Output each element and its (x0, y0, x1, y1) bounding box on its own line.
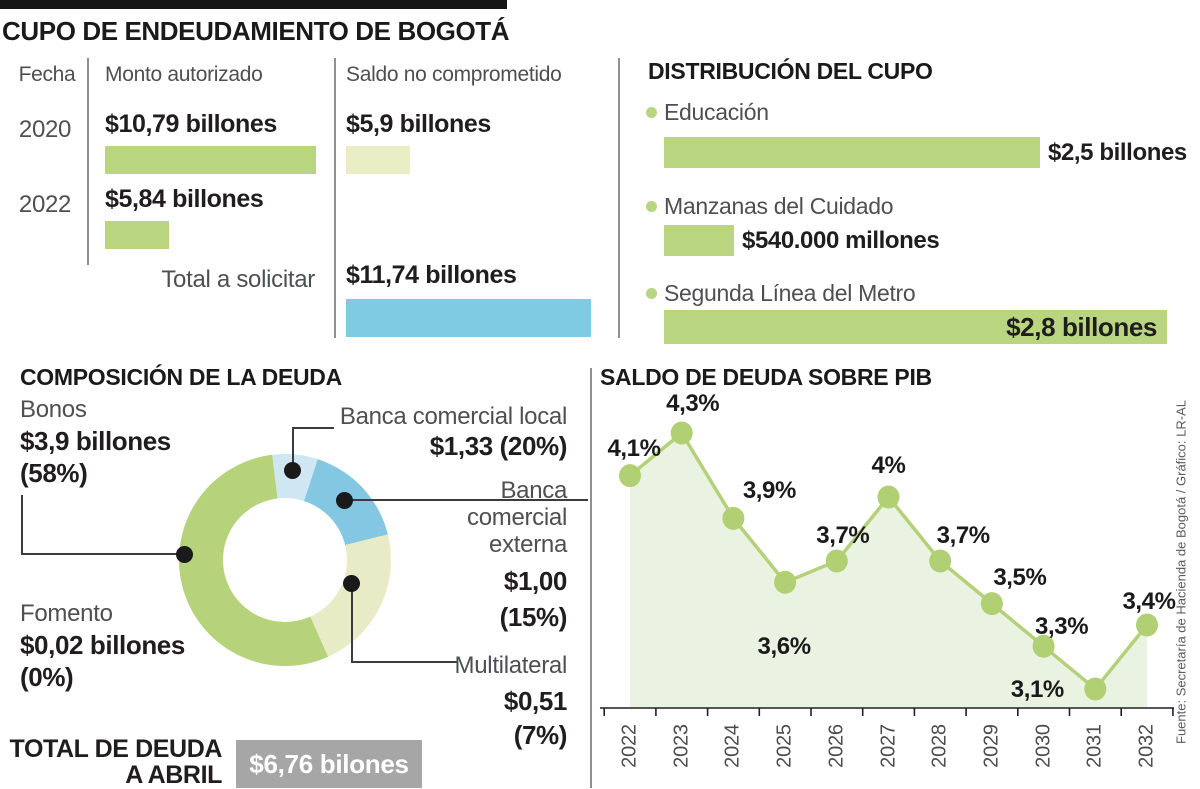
monto-2022-bar (105, 221, 169, 249)
local-callout-dot (284, 462, 301, 479)
total-deuda-value-box: $6,76 bilones (236, 740, 422, 788)
distribucion-item-metro: Segunda Línea del Metro (664, 280, 916, 306)
multilateral-value: $0,51 (503, 686, 567, 716)
distribucion-item-educacion: Educación (664, 99, 769, 125)
distribucion-title: DISTRIBUCIÓN DEL CUPO (648, 58, 933, 84)
externa-value: $1,00 (503, 566, 567, 596)
externa-label-line: comercial (467, 504, 567, 531)
bullet-icon (646, 107, 657, 118)
page-title: CUPO DE ENDEUDAMIENTO DE BOGOTÁ (2, 16, 510, 46)
pib-year-label: 2030 (1032, 724, 1055, 768)
source-credit: Fuente: Secretaría de Hacienda de Bogotá… (1173, 400, 1189, 744)
pib-year-label: 2032 (1135, 724, 1158, 768)
pib-value-label: 4,1% (607, 434, 661, 462)
pib-year-label: 2022 (618, 724, 641, 768)
multilateral-callout-line (351, 661, 457, 663)
local-callout-line (292, 427, 294, 465)
debt-composition-donut-chart (179, 454, 391, 666)
pib-year-label: 2026 (825, 724, 848, 768)
row-year-2022: 2022 (18, 191, 72, 218)
saldo-2020-bar (346, 146, 410, 174)
metro-value: $2,8 billones (1006, 312, 1157, 342)
divider-saldo-distribucion (618, 58, 620, 338)
monto-2020-bar (105, 146, 316, 174)
bullet-icon (646, 288, 657, 299)
monto-2020-value: $10,79 billones (105, 110, 277, 138)
pib-year-label: 2027 (877, 724, 899, 768)
pib-year-label: 2031 (1083, 724, 1106, 768)
bonos-percent: (58%) (20, 458, 88, 488)
local-callout-line (292, 427, 334, 429)
distribucion-item-manzanas: Manzanas del Cuidado (664, 193, 894, 219)
externa-label-line: externa (489, 531, 567, 558)
pib-value-label: 3,9% (742, 477, 797, 505)
total-solicitar-bar (346, 299, 591, 337)
pib-value-label: 3,4% (1122, 587, 1176, 615)
fomento-percent: (0%) (20, 662, 74, 692)
column-header-monto: Monto autorizado (105, 63, 263, 86)
divider-monto-saldo (334, 58, 336, 338)
divider-bottom-sections (590, 368, 592, 788)
externa-callout-line (352, 499, 588, 501)
column-header-fecha: Fecha (18, 63, 76, 86)
multilateral-percent: (7%) (513, 720, 568, 750)
divider-fecha-monto (87, 58, 89, 265)
manzanas-value: $540.000 millones (742, 227, 940, 254)
bonos-callout-dot (176, 546, 193, 563)
column-header-saldo: Saldo no comprometido (346, 63, 562, 86)
educacion-value: $2,5 billones (1048, 139, 1187, 166)
pib-year-label: 2024 (721, 724, 744, 768)
educacion-bar (664, 137, 1040, 168)
pib-year-label: 2029 (980, 724, 1003, 768)
composicion-title: COMPOSICIÓN DE LA DEUDA (20, 364, 342, 390)
row-year-2020: 2020 (18, 116, 72, 143)
monto-2022-value: $5,84 billones (105, 185, 264, 213)
pib-title: SALDO DE DEUDA SOBRE PIB (600, 364, 932, 390)
multilateral-callout-dot (343, 575, 360, 592)
metro-bar: $2,8 billones (664, 310, 1167, 344)
pib-value-label: 4% (871, 451, 906, 479)
pib-value-label: 3,5% (993, 563, 1047, 591)
total-solicitar-label: Total a solicitar (161, 266, 315, 293)
pib-year-label: 2025 (773, 724, 796, 768)
pib-value-label: 3,6% (757, 633, 812, 661)
externa-label: Banca comercial externa (420, 477, 567, 558)
bonos-callout-line (21, 553, 185, 555)
total-deuda-label-line: A ABRIL (125, 761, 222, 789)
pib-value-label: 3,7% (936, 521, 991, 549)
externa-label-line: Banca (500, 477, 567, 504)
pib-value-label: 3,7% (816, 521, 870, 549)
multilateral-callout-line (351, 591, 353, 663)
bullet-icon (646, 201, 657, 212)
fomento-label: Fomento (20, 600, 113, 627)
bonos-callout-line (21, 495, 23, 555)
bonos-label: Bonos (20, 396, 87, 423)
manzanas-bar (664, 225, 734, 256)
header-accent-bar (0, 0, 507, 9)
local-label: Banca comercial local (339, 403, 567, 430)
total-deuda-label: TOTAL DE DEUDA A ABRIL (0, 735, 223, 789)
local-value: $1,33 (20%) (429, 431, 568, 461)
pib-value-label: 3,3% (1035, 613, 1089, 641)
total-solicitar-value: $11,74 billones (346, 261, 517, 289)
pib-year-label: 2023 (670, 724, 693, 768)
pib-value-label: 3,1% (1010, 675, 1065, 703)
donut-hole (223, 498, 347, 622)
externa-percent: (15%) (499, 602, 568, 632)
total-deuda-label-line: TOTAL DE DEUDA (9, 735, 223, 763)
saldo-2020-value: $5,9 billones (346, 110, 491, 138)
pib-value-label: 4,3% (666, 390, 720, 417)
bonos-value: $3,9 billones (20, 426, 171, 456)
fomento-value: $0,02 billones (20, 630, 185, 660)
multilateral-label: Multilateral (454, 652, 568, 679)
externa-callout-dot (336, 492, 353, 509)
pib-year-label: 2028 (928, 724, 951, 768)
